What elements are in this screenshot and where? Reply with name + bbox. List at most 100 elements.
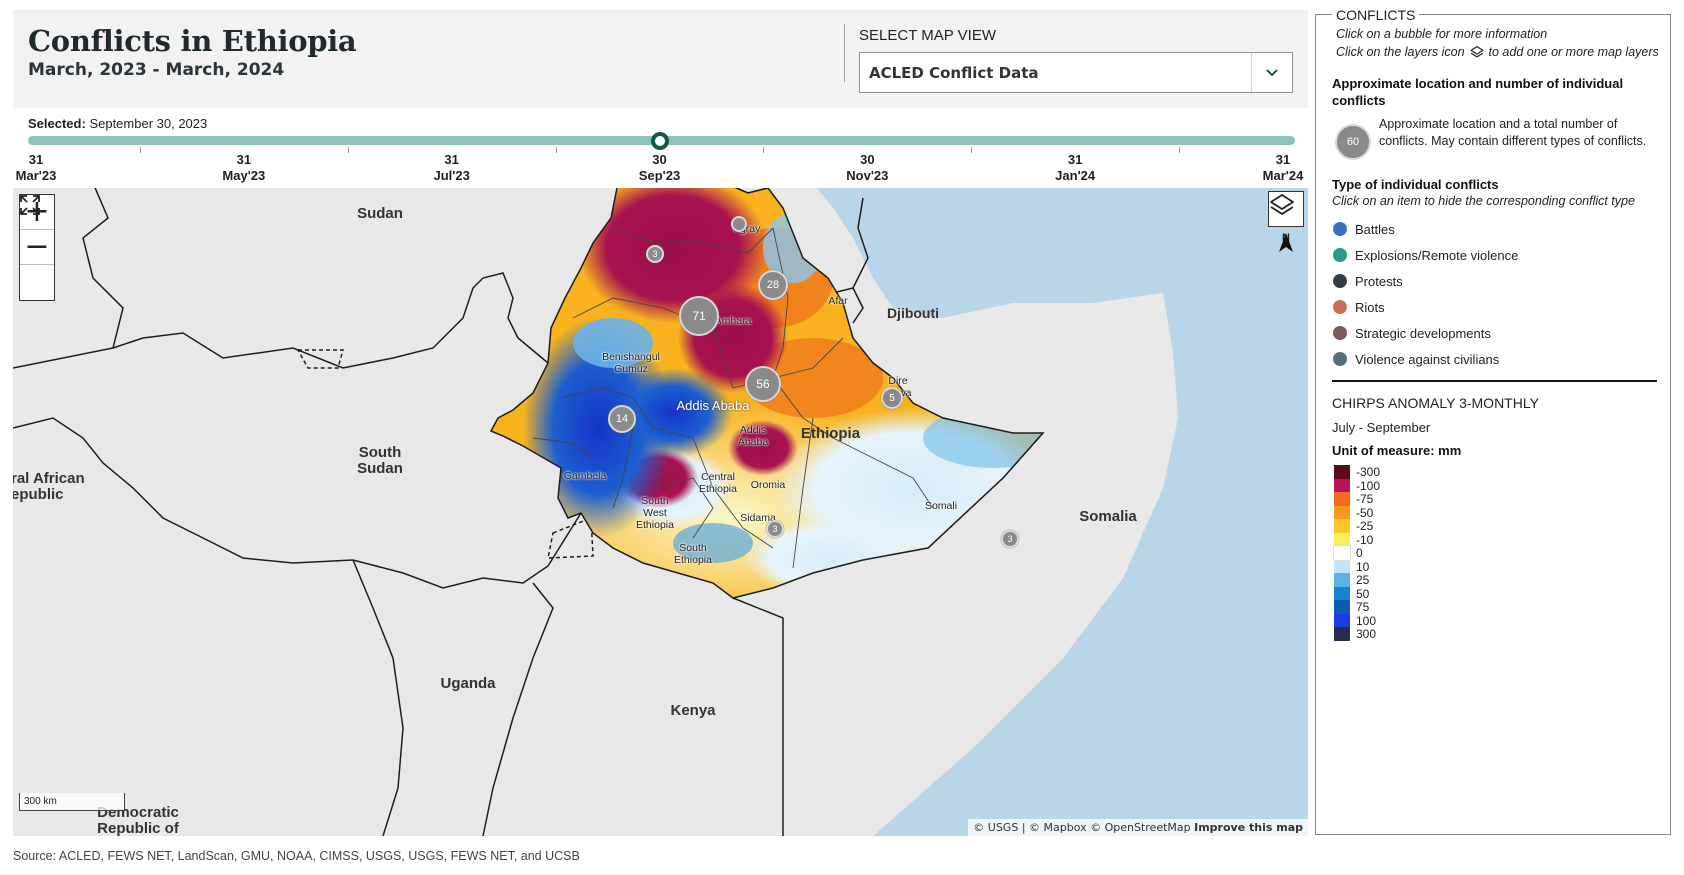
chirps-title: CHIRPS ANOMALY 3-MONTHLY [1332, 395, 1539, 411]
conflict-type-item[interactable]: Explosions/Remote violence [1333, 245, 1518, 265]
conflict-type-dot-icon [1333, 300, 1347, 314]
north-arrow-icon [1279, 233, 1293, 252]
timeline-tick-month: Mar'23 [15, 168, 57, 183]
conflict-type-dot-icon [1333, 352, 1347, 366]
timeline-tick-day: 31 [1275, 152, 1291, 167]
region-label-south-west-ethiopia: South West Ethiopia [636, 495, 674, 531]
country-label-kenya: Kenya [670, 702, 716, 719]
conflict-bubble[interactable]: 56 [745, 366, 781, 402]
timeline-tick-label[interactable]: 31 Mar'23 [6, 152, 66, 184]
timeline-slider-handle[interactable] [650, 132, 669, 150]
conflict-type-item[interactable]: Protests [1333, 271, 1403, 291]
selected-date-value: September 30, 2023 [89, 116, 208, 131]
color-scale-label: 50 [1356, 586, 1370, 601]
timeline-minor-tick [763, 147, 765, 153]
color-scale-swatch [1334, 532, 1350, 546]
timeline-tick-month: Sep'23 [638, 168, 681, 183]
color-scale-label: 0 [1356, 546, 1363, 560]
color-scale-swatch [1334, 465, 1350, 479]
legend-bubble-description: Approximate location and a total number … [1379, 117, 1647, 148]
timeline-minor-tick [139, 147, 141, 153]
conflict-bubble[interactable]: 3 [1001, 530, 1019, 548]
timeline-tick-label[interactable]: 31 Mar'24 [1253, 152, 1313, 184]
source-note: Source: ACLED, FEWS NET, LandScan, GMU, … [13, 849, 580, 863]
color-scale-swatch [1334, 613, 1350, 627]
timeline-tick-label[interactable]: 30 Sep'23 [630, 152, 690, 184]
timeline-tick-day: 30 [860, 152, 875, 167]
color-scale-swatch [1334, 492, 1350, 506]
conflict-type-item[interactable]: Battles [1333, 219, 1395, 239]
timeline-tick-label[interactable]: 30 Nov'23 [837, 152, 897, 184]
timeline-minor-tick [971, 147, 973, 153]
layers-icon [1270, 194, 1294, 215]
conflict-type-item[interactable]: Violence against civilians [1333, 349, 1499, 369]
color-scale-label: 100 [1356, 613, 1377, 628]
north-arrow: N [1275, 232, 1297, 268]
layers-button[interactable] [1268, 191, 1304, 227]
conflict-type-label: Riots [1355, 299, 1385, 315]
conflict-bubble[interactable] [731, 216, 747, 232]
fullscreen-button[interactable] [20, 195, 54, 300]
conflict-bubble[interactable]: 3 [646, 245, 664, 263]
chirps-season: July - September [1332, 420, 1431, 435]
country-label-somalia: Somalia [1079, 508, 1137, 525]
color-scale-label: -75 [1356, 492, 1374, 506]
layers-icon [1470, 46, 1484, 58]
conflict-type-dot-icon [1333, 222, 1347, 236]
timeline-tick-label[interactable]: 31 Jul'23 [422, 152, 482, 184]
map-attribution: © USGS | © Mapbox © OpenStreetMap Improv… [968, 819, 1308, 836]
color-scale-swatch [1334, 559, 1350, 573]
unit-of-measure: Unit of measure: mm [1332, 443, 1462, 458]
timeline-tick-day: 31 [444, 152, 459, 167]
timeline-tick-day: 30 [652, 152, 667, 167]
color-scale-swatch [1334, 519, 1350, 533]
legend-approx-title: Approximate location and number of indiv… [1332, 76, 1624, 108]
timeline-tick-day: 31 [236, 152, 252, 167]
map-view-select[interactable]: ACLED Conflict Data [859, 52, 1293, 93]
color-scale-label: -10 [1356, 532, 1374, 547]
color-scale-swatch [1334, 600, 1350, 614]
conflict-bubble[interactable]: 28 [758, 270, 788, 300]
conflict-bubble[interactable]: 3 [766, 520, 784, 538]
page-subtitle: March, 2023 - March, 2024 [28, 60, 285, 80]
legend-panel: CONFLICTS Click on a bubble for more inf… [1315, 7, 1671, 835]
conflict-type-item[interactable]: Strategic developments [1333, 323, 1491, 343]
legend-hint-layers: Click on the layers icon to add one or m… [1336, 45, 1659, 59]
timeline-tick-month: Jan'24 [1055, 168, 1096, 183]
color-scale-label: -300 [1356, 465, 1381, 479]
region-label-somali: Somali [924, 500, 958, 512]
timeline-tick-month: May'23 [222, 168, 266, 183]
color-scale-bar [1333, 465, 1351, 641]
legend-bubble-example: 60 [1335, 124, 1371, 160]
timeline-tick-label[interactable]: 31 Jan'24 [1045, 152, 1105, 184]
region-label-gambela: Gambela [563, 470, 607, 482]
map-view-label: SELECT MAP VIEW [859, 27, 996, 44]
region-label-addis-ababa: Addis Ababa [737, 424, 769, 448]
map-view-select-value: ACLED Conflict Data [869, 64, 1039, 82]
legend-types-title: Type of individual conflicts [1332, 177, 1499, 192]
chevron-down-icon [1266, 69, 1278, 77]
timeline-tick-label[interactable]: 31 May'23 [214, 152, 274, 184]
map-canvas[interactable]: Sudan South Sudan ral African epublic Ug… [13, 188, 1308, 836]
legend-divider [1332, 380, 1657, 382]
color-scale-swatch [1334, 573, 1350, 587]
selected-date: Selected: September 30, 2023 [28, 116, 207, 131]
header-panel: Conflicts in Ethiopia March, 2023 - Marc… [13, 10, 1308, 108]
region-label-afar: Afar [828, 295, 848, 307]
legend-types-hint: Click on an item to hide the correspondi… [1332, 194, 1635, 208]
timeline-tick-day: 31 [1067, 152, 1083, 167]
map-scale-bar: 300 km [19, 793, 125, 811]
zoom-out-button[interactable]: − [20, 230, 54, 265]
timeline-ticks: 31 Mar'23 31 May'23 31 Jul'23 30 Sep'23 30 Nov'23… [0, 146, 1310, 186]
timeline-minor-tick [347, 147, 349, 153]
color-scale-label: 75 [1356, 600, 1370, 614]
legend-hint-layers-post: to add one or more map layers [1488, 45, 1659, 59]
conflict-type-item[interactable]: Riots [1333, 297, 1385, 317]
page-title: Conflicts in Ethiopia [28, 24, 357, 58]
improve-map-link[interactable]: Improve this map [1194, 821, 1303, 834]
conflict-bubble[interactable]: 14 [608, 405, 636, 433]
region-label-oromia: Oromia [750, 479, 786, 491]
conflict-bubble[interactable]: 5 [881, 387, 903, 409]
timeline-tick-day: 31 [28, 152, 44, 167]
conflict-bubble[interactable]: 71 [679, 296, 719, 336]
